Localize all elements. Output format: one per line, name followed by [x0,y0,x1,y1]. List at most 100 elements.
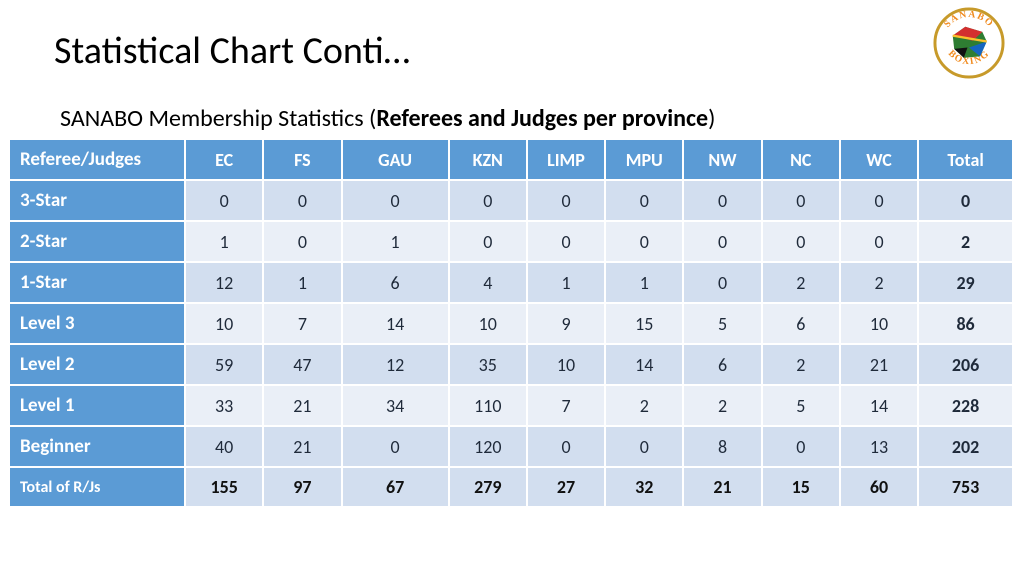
cell: 2 [840,262,918,303]
cell: 0 [263,180,341,221]
cell: 0 [840,221,918,262]
col-header: KZN [449,140,527,180]
slide-subtitle: SANABO Membership Statistics (Referees a… [60,104,715,133]
cell: 0 [762,221,840,262]
row-label: Level 3 [10,303,185,344]
table-footer-row: Total of R/Js15597672792732211560753 [10,467,1013,507]
cell: 0 [840,180,918,221]
cell: 6 [342,262,449,303]
cell: 40 [185,426,263,467]
cell: 34 [342,385,449,426]
cell: 0 [527,426,605,467]
row-label: 1-Star [10,262,185,303]
cell: 0 [683,180,761,221]
table-row: Beginner40210120008013202 [10,426,1013,467]
cell: 14 [342,303,449,344]
cell: 110 [449,385,527,426]
row-label: 3-Star [10,180,185,221]
row-total: 0 [918,180,1013,221]
cell: 15 [605,303,683,344]
row-label: Level 2 [10,344,185,385]
subtitle-prefix: SANABO Membership Statistics ( [60,104,376,133]
row-total: 29 [918,262,1013,303]
cell: 4 [449,262,527,303]
cell: 2 [762,262,840,303]
cell: 0 [449,221,527,262]
cell: 0 [449,180,527,221]
col-header: EC [185,140,263,180]
footer-cell: 60 [840,467,918,507]
cell: 7 [263,303,341,344]
cell: 35 [449,344,527,385]
table-row: 3-Star0000000000 [10,180,1013,221]
footer-cell: 155 [185,467,263,507]
cell: 0 [527,221,605,262]
row-total: 206 [918,344,1013,385]
row-label: Beginner [10,426,185,467]
cell: 21 [263,385,341,426]
footer-cell: 97 [263,467,341,507]
cell: 5 [762,385,840,426]
table-row: 2-Star1010000002 [10,221,1013,262]
cell: 0 [527,180,605,221]
cell: 12 [185,262,263,303]
col-header: MPU [605,140,683,180]
cell: 0 [342,180,449,221]
cell: 2 [683,385,761,426]
table-row: Level 31071410915561086 [10,303,1013,344]
footer-cell: 67 [342,467,449,507]
cell: 0 [683,221,761,262]
cell: 0 [605,426,683,467]
footer-cell: 279 [449,467,527,507]
cell: 10 [185,303,263,344]
footer-total: 753 [918,467,1013,507]
table-row: Level 25947123510146221206 [10,344,1013,385]
col-header: FS [263,140,341,180]
cell: 120 [449,426,527,467]
cell: 10 [527,344,605,385]
cell: 0 [605,221,683,262]
cell: 0 [605,180,683,221]
table-row: 1-Star121641102229 [10,262,1013,303]
col-header: LIMP [527,140,605,180]
col-header: NC [762,140,840,180]
cell: 9 [527,303,605,344]
footer-cell: 32 [605,467,683,507]
footer-label: Total of R/Js [10,467,185,507]
col-header: WC [840,140,918,180]
cell: 21 [263,426,341,467]
cell: 59 [185,344,263,385]
row-total: 2 [918,221,1013,262]
stats-table: Referee/Judges EC FS GAU KZN LIMP MPU NW… [10,140,1014,508]
cell: 0 [683,262,761,303]
row-total: 228 [918,385,1013,426]
slide-title: Statistical Chart Conti… [54,28,410,74]
cell: 2 [762,344,840,385]
footer-cell: 27 [527,467,605,507]
col-header-total: Total [918,140,1013,180]
table-body: 3-Star00000000002-Star10100000021-Star12… [10,180,1013,507]
row-label: Level 1 [10,385,185,426]
cell: 21 [840,344,918,385]
cell: 2 [605,385,683,426]
cell: 6 [683,344,761,385]
table-corner: Referee/Judges [10,140,185,180]
cell: 0 [263,221,341,262]
subtitle-bold: Referees and Judges per province [376,104,708,133]
table-header-row: Referee/Judges EC FS GAU KZN LIMP MPU NW… [10,140,1013,180]
cell: 5 [683,303,761,344]
col-header: NW [683,140,761,180]
cell: 1 [527,262,605,303]
cell: 6 [762,303,840,344]
stats-table-container: Referee/Judges EC FS GAU KZN LIMP MPU NW… [10,140,1014,508]
row-total: 86 [918,303,1013,344]
cell: 14 [840,385,918,426]
cell: 1 [605,262,683,303]
footer-cell: 15 [762,467,840,507]
cell: 7 [527,385,605,426]
cell: 33 [185,385,263,426]
subtitle-suffix: ) [708,104,715,133]
row-label: 2-Star [10,221,185,262]
footer-cell: 21 [683,467,761,507]
cell: 0 [762,426,840,467]
